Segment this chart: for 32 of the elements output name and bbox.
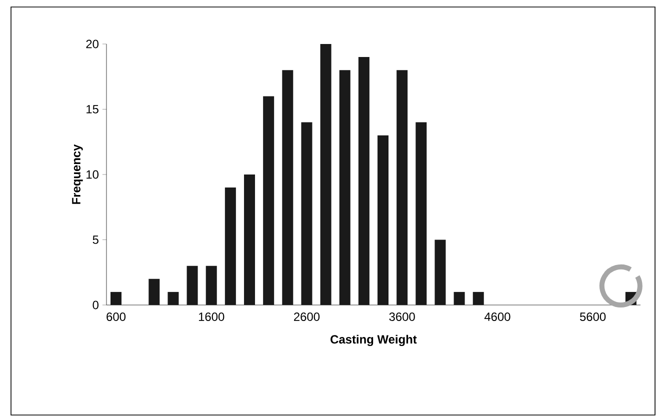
y-tick-label: 20 xyxy=(86,40,98,48)
x-tick-label: 1600 xyxy=(198,312,224,321)
bar xyxy=(358,57,370,305)
bar xyxy=(110,292,122,305)
bar xyxy=(282,70,294,305)
y-tick-label: 0 xyxy=(92,300,98,310)
bar xyxy=(186,266,198,305)
y-tick-label: 10 xyxy=(86,170,98,179)
bar xyxy=(224,188,236,305)
y-tick-label: 5 xyxy=(92,236,98,244)
y-axis-title: Frequency xyxy=(72,144,83,204)
bar xyxy=(148,278,160,305)
bar xyxy=(396,70,408,305)
x-tick-label: 2600 xyxy=(294,312,320,321)
bar xyxy=(301,122,312,305)
bar xyxy=(320,44,332,305)
x-tick-label: 600 xyxy=(106,312,126,321)
bar xyxy=(416,122,427,305)
x-tick-label: 5600 xyxy=(580,312,606,321)
x-axis-title: Casting Weight xyxy=(330,334,417,346)
bar xyxy=(206,266,217,305)
bar xyxy=(434,240,446,305)
x-tick-label: 3600 xyxy=(389,312,415,321)
bar xyxy=(263,96,274,305)
y-tick-label: 15 xyxy=(86,105,98,114)
x-tick-label: 4600 xyxy=(484,312,510,321)
bar xyxy=(378,135,389,305)
bar xyxy=(472,292,484,305)
bar xyxy=(339,70,350,305)
bar xyxy=(168,292,179,305)
bar xyxy=(454,292,465,305)
bar xyxy=(244,174,256,305)
